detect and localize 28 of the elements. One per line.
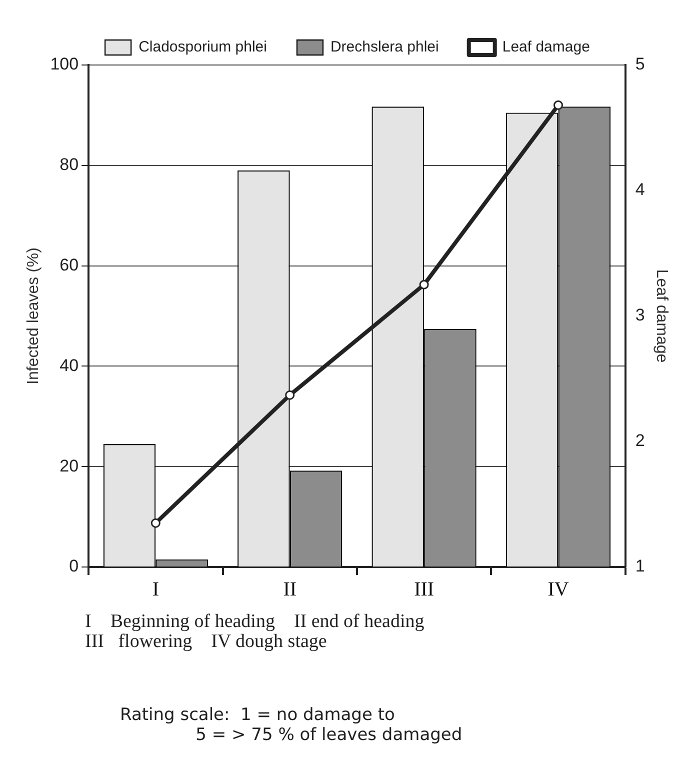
y-tick-label: 0 xyxy=(69,556,79,576)
y2-axis-title: Leaf damage xyxy=(652,269,670,363)
y2-tick-label: 4 xyxy=(635,180,645,200)
point xyxy=(150,518,160,528)
point xyxy=(419,280,429,290)
y2-tick-label: 1 xyxy=(635,556,645,576)
y-tick-label: 40 xyxy=(60,356,79,375)
text: Rating scale: 1 = no damage to xyxy=(120,705,395,725)
text: I Beginning of heading II end of heading xyxy=(85,611,424,632)
x-tick-label: III xyxy=(414,578,434,600)
y-tick-label: 60 xyxy=(60,255,79,274)
legend-label: Drechslera phlei xyxy=(330,38,439,56)
y2-tick-label: 3 xyxy=(635,306,645,325)
point xyxy=(285,390,295,400)
x-tick-label: IV xyxy=(548,578,570,600)
y-tick-label: 80 xyxy=(60,155,79,174)
x-tick-label: I xyxy=(152,578,159,600)
text: 5 = > 75 % of leaves damaged xyxy=(196,725,462,745)
legend-label: Cladosporium phlei xyxy=(138,38,267,56)
y-tick-label: 100 xyxy=(50,54,79,74)
point xyxy=(553,100,563,110)
text: III flowering IV dough stage xyxy=(85,631,327,652)
y-axis-title: Infected leaves (%) xyxy=(25,248,42,384)
y2-tick-label: 2 xyxy=(635,431,645,450)
y-tick-label: 20 xyxy=(60,456,79,476)
legend-label: Leaf damage xyxy=(502,38,590,56)
y2-tick-label: 5 xyxy=(635,54,645,74)
x-tick-label: II xyxy=(283,578,297,600)
